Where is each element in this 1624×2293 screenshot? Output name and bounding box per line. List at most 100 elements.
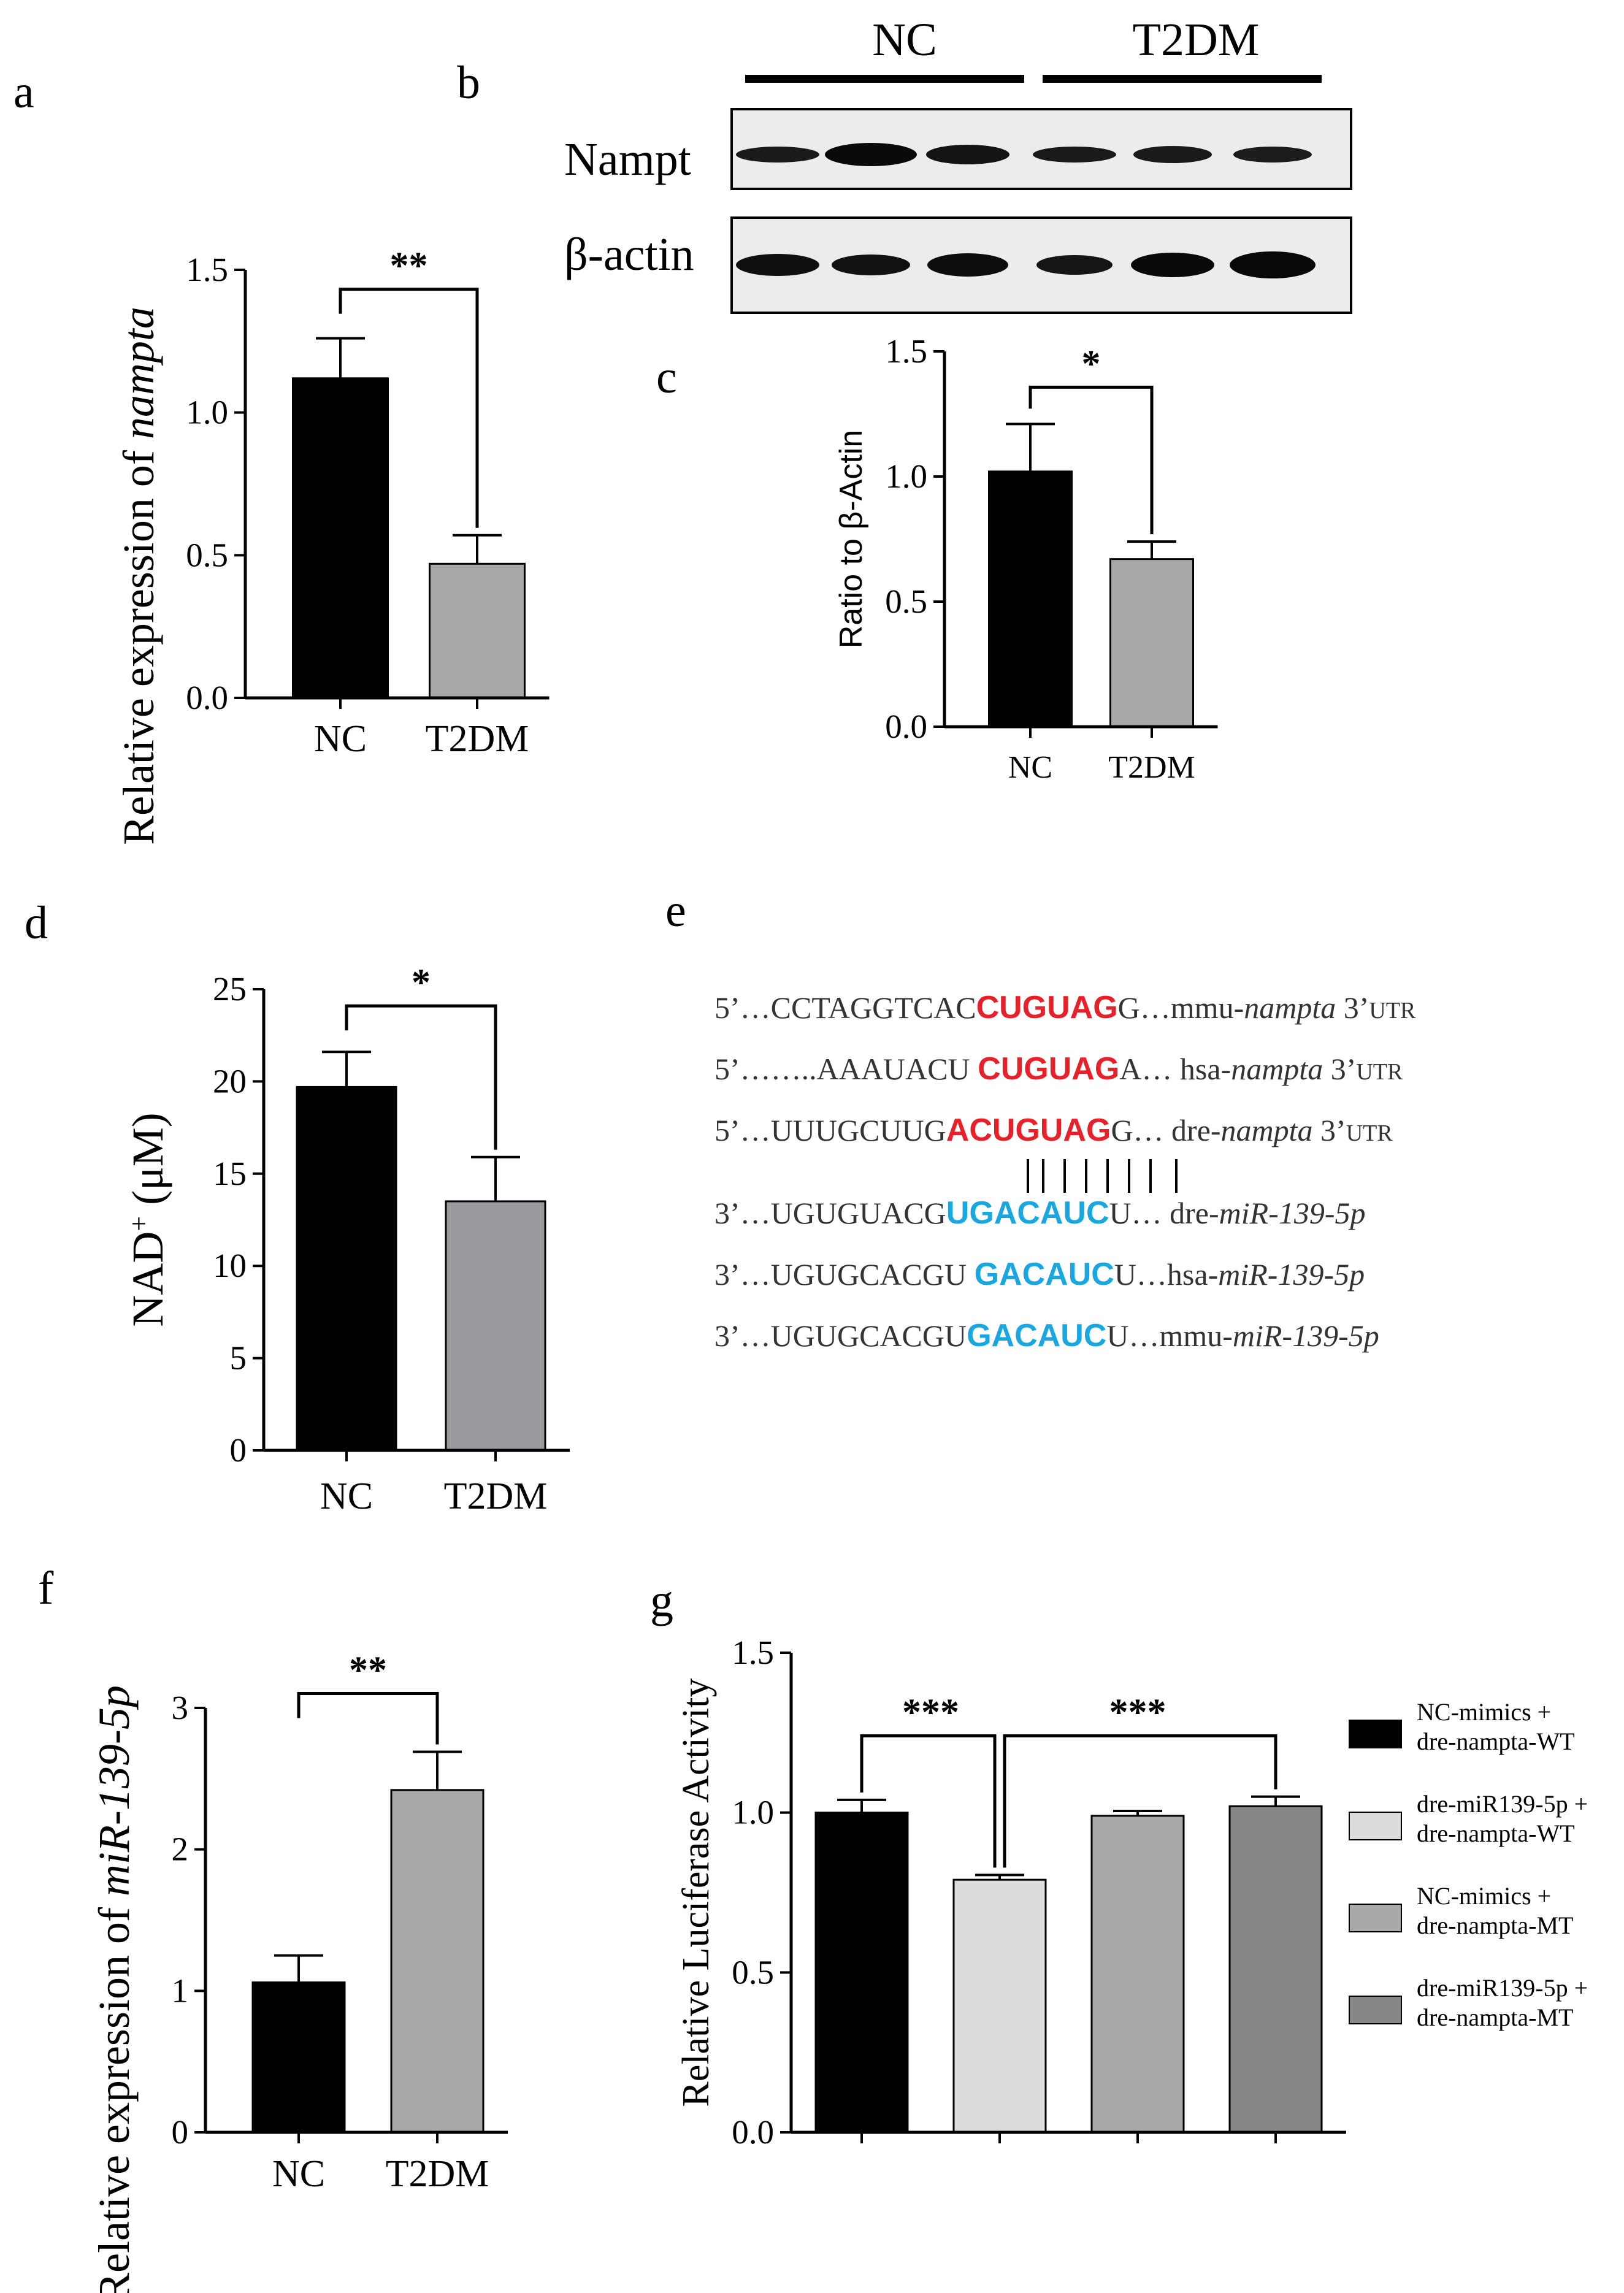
y-tick-label: 1.5 (732, 1634, 774, 1671)
nampt-band (825, 143, 917, 166)
beta-actin-band (736, 254, 819, 276)
sequence-line: 3’…UGUGCACGUGACAUCU…mmu-miR-139-5p (714, 1318, 1379, 1353)
legend-swatch (1349, 1720, 1402, 1748)
chart-f-mir139-expression: 0 1 2 3 NC T2DM Relative expression of miR-139… (90, 1650, 508, 2293)
beta-actin-band (1230, 251, 1316, 278)
bar-t2dm (429, 562, 526, 699)
nampt-band (1133, 146, 1212, 163)
x-category-label: NC (314, 718, 367, 760)
bar-t2dm (445, 1200, 546, 1452)
legend-swatch (1349, 1996, 1402, 2024)
panel-letter-b: b (457, 57, 480, 109)
legend-label: NC-mimics + (1417, 1882, 1551, 1910)
beta-actin-band (832, 255, 910, 275)
bar-group-2 (952, 1878, 1047, 2134)
y-tick-label: 25 (213, 970, 247, 1008)
y-tick-label: 0.0 (186, 679, 228, 716)
sequence-line: 5’……..AAAUACU CUGUAGA… hsa-nampta 3’UTR (714, 1051, 1403, 1087)
y-axis-label: Relative Luciferase Activity (675, 1679, 717, 2107)
blot-group-nc: NC (872, 14, 937, 66)
y-tick-label: 15 (213, 1155, 247, 1192)
panel-letter-c: c (656, 351, 677, 403)
nampt-band (1033, 147, 1116, 163)
y-tick-label: 0.5 (732, 1953, 774, 1991)
panel-letter-e: e (665, 885, 686, 936)
y-axis-label: NAD+ (μM) (123, 1112, 172, 1326)
significance-label: * (1082, 343, 1101, 385)
panel-letter-a: a (13, 66, 34, 118)
significance-bracket (860, 1734, 997, 1868)
bar-nc (296, 1085, 397, 1452)
sequence-line: 3’…UGUGUACGUGACAUCU… dre-miR-139-5p (714, 1195, 1365, 1231)
legend-label: dre-miR139-5p + (1417, 1790, 1588, 1818)
legend-swatch (1349, 1812, 1402, 1840)
y-tick-label: 0.5 (885, 583, 927, 620)
significance-label: *** (902, 1692, 959, 1734)
y-tick-label: 5 (230, 1339, 247, 1377)
x-category-label: T2DM (386, 2153, 489, 2195)
sequence-alignment: 5’…CCTAGGTCACCUGUAGG…mmu-nampta 3’UTR 5’…… (714, 990, 1416, 1353)
legend-label: dre-miR139-5p + (1417, 1974, 1588, 2002)
panel-letter-d: d (25, 897, 48, 949)
y-tick-label: 0.5 (186, 536, 228, 573)
y-axis-label: Relative expression of nampta (114, 307, 163, 845)
blot-row-nampt: Nampt (564, 134, 691, 185)
western-blot: NC T2DM Nampt β-actin (564, 14, 1352, 314)
bar-group-3 (1090, 1815, 1185, 2134)
significance-label: *** (1109, 1692, 1166, 1734)
y-tick-label: 1.5 (885, 332, 927, 370)
significance-bracket (345, 1004, 497, 1150)
significance-bracket (339, 288, 479, 528)
bar-nc (988, 470, 1073, 728)
x-category-label: T2DM (426, 718, 529, 760)
panel-letter-g: g (650, 1575, 673, 1626)
x-category-label: T2DM (1108, 750, 1195, 785)
legend-label: dre-nampta-WT (1417, 1728, 1575, 1755)
chart-g-luciferase-activity: 0.0 0.5 1.0 1.5 Relative Luciferase Activity… (675, 1634, 1588, 2151)
y-tick-label: 0 (172, 2113, 189, 2151)
base-pairing-lines (1027, 1159, 1178, 1193)
nampt-band (926, 145, 1009, 164)
significance-label: ** (390, 245, 428, 287)
bar-group-1 (814, 1812, 909, 2134)
bar-nc (251, 1981, 346, 2134)
beta-actin-band (1036, 255, 1113, 275)
legend-label: NC-mimics + (1417, 1698, 1551, 1726)
sequence-line: 3’…UGUGCACGU GACAUCU…hsa-miR-139-5p (714, 1257, 1365, 1292)
y-tick-label: 0.0 (885, 708, 927, 745)
y-tick-label: 20 (213, 1062, 247, 1100)
nampt-band (1233, 147, 1312, 163)
significance-bracket (297, 1692, 439, 1745)
nc-group-line (745, 75, 1024, 83)
x-category-label: NC (1008, 750, 1052, 785)
legend-label: dre-nampta-MT (1417, 2004, 1573, 2031)
sequence-line: 5’…UUUGCUUGACUGUAGG… dre-nampta 3’UTR (714, 1112, 1393, 1148)
y-tick-label: 1.0 (885, 457, 927, 495)
bar-nc (292, 377, 389, 699)
bar-t2dm (1109, 558, 1194, 728)
x-category-label: T2DM (444, 1476, 548, 1517)
y-tick-label: 0.0 (732, 2113, 774, 2151)
beta-actin-band (1131, 253, 1214, 277)
t2dm-group-line (1043, 75, 1322, 83)
y-tick-label: 3 (172, 1689, 189, 1726)
bar-group-4 (1228, 1805, 1323, 2134)
y-tick-label: 1.0 (186, 394, 228, 431)
y-tick-label: 0 (230, 1431, 247, 1469)
y-tick-label: 1 (172, 1972, 189, 2009)
panel-letter-f: f (38, 1563, 54, 1614)
chart-d-nad-level: 0 5 10 15 20 25 NC T2DM NAD+ (μM) * (123, 962, 570, 1517)
chart-c-ratio-beta-actin: 0.0 0.5 1.0 1.5 NC T2DM Ratio to β-Actin * (833, 332, 1218, 785)
significance-bracket (1003, 1734, 1277, 1868)
y-axis-label: Ratio to β-Actin (833, 430, 869, 648)
chart-a-nampta-expression: 0.0 0.5 1.0 1.5 NC T2DM Relative expression of… (114, 245, 550, 845)
blot-row-beta-actin: β-actin (564, 229, 694, 280)
y-tick-label: 1.5 (186, 251, 228, 288)
x-category-label: NC (320, 1476, 373, 1517)
sequence-line: 5’…CCTAGGTCACCUGUAGG…mmu-nampta 3’UTR (714, 990, 1416, 1025)
beta-actin-band (927, 253, 1008, 277)
y-axis-label: Relative expression of miR-139-5p (90, 1685, 139, 2293)
y-tick-label: 2 (172, 1831, 189, 1868)
legend-label: dre-nampta-MT (1417, 1912, 1573, 1939)
